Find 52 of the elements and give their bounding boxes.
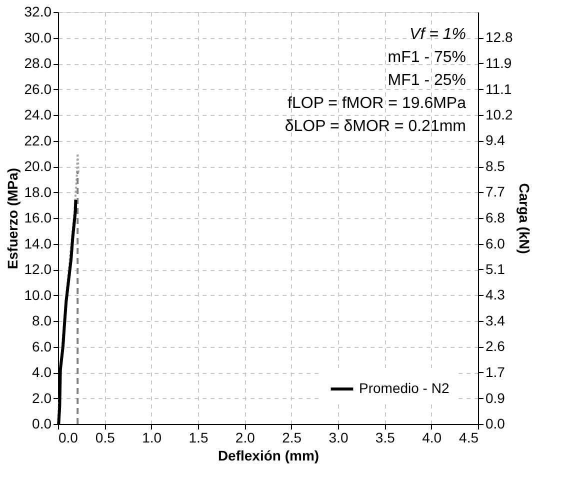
y2-tick-label: 10.2 xyxy=(486,106,513,122)
annotation: MF1 - 25% xyxy=(388,72,466,89)
y-tick-label: 22.0 xyxy=(24,132,52,148)
y2-tick-label: 6.0 xyxy=(486,235,506,252)
y-tick-label: 26.0 xyxy=(24,80,52,97)
x-tick-label: 1.0 xyxy=(142,430,162,446)
y-tick-label: 4.0 xyxy=(32,364,52,380)
y2-tick-label: 6.8 xyxy=(486,209,506,226)
y2-tick-label: 11.9 xyxy=(486,54,512,71)
y-tick-label: 16.0 xyxy=(24,210,52,226)
y2-tick-label: 9.4 xyxy=(486,132,506,148)
y-tick-label: 32.0 xyxy=(24,4,52,20)
annotation: fLOP = fMOR = 19.6MPa xyxy=(288,95,466,112)
y2-tick-label: 5.1 xyxy=(486,260,506,277)
annotation: Vf = 1% xyxy=(410,26,466,43)
y-tick-label: 18.0 xyxy=(24,184,52,200)
x-tick-label: 0.0 xyxy=(58,430,78,446)
y-tick-label: 14.0 xyxy=(24,235,52,252)
y-tick-label: 0.0 xyxy=(32,416,52,432)
y2-tick-label: 0.0 xyxy=(486,416,506,432)
y-tick-label: 10.0 xyxy=(24,286,52,303)
y2-tick-label: 1.7 xyxy=(486,364,506,380)
x-tick-label: 2.0 xyxy=(235,430,256,446)
y2-tick-label: 11.1 xyxy=(486,80,512,97)
y-axis-title: Esfuerzo (MPa) xyxy=(4,168,20,270)
x-tick-label: 4.5 xyxy=(459,430,479,446)
x-tick-label: 3.5 xyxy=(375,430,396,446)
x-tick-label: 1.5 xyxy=(188,430,208,446)
y-tick-label: 8.0 xyxy=(32,312,52,328)
y-tick-label: 24.0 xyxy=(24,106,52,122)
y2-tick-label: 12.8 xyxy=(486,29,513,46)
x-tick-label: 3.0 xyxy=(328,430,348,446)
legend-label: Promedio - N2 xyxy=(359,380,450,396)
x-tick-label: 0.5 xyxy=(95,430,116,446)
x-axis-title: Deflexión (mm) xyxy=(218,448,320,464)
y-tick-label: 12.0 xyxy=(24,261,52,277)
y-tick-label: 6.0 xyxy=(32,338,52,354)
y2-axis-title: Carga (kN) xyxy=(516,183,533,254)
y2-tick-label: 3.4 xyxy=(486,312,506,329)
y-tick-label: 30.0 xyxy=(24,29,52,46)
annotation: mF1 - 75% xyxy=(388,49,466,66)
y2-tick-label: 2.6 xyxy=(486,338,506,354)
y2-tick-label: 7.7 xyxy=(486,184,506,200)
y-tick-label: 2.0 xyxy=(32,390,52,406)
y2-tick-label: 0.9 xyxy=(486,390,506,406)
y2-tick-label: 4.3 xyxy=(486,286,506,303)
x-tick-label: 4.0 xyxy=(422,430,442,446)
annotation: δLOP = δMOR = 0.21mm xyxy=(284,118,466,135)
y-tick-label: 20.0 xyxy=(24,158,52,174)
y2-tick-label: 8.5 xyxy=(486,158,506,174)
y-tick-label: 28.0 xyxy=(24,55,52,71)
x-tick-label: 2.5 xyxy=(282,430,302,446)
